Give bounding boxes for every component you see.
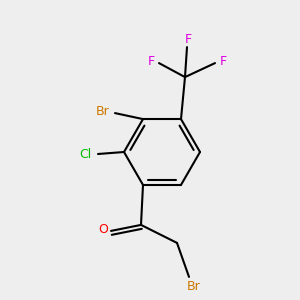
Text: F: F <box>184 33 192 46</box>
Text: O: O <box>98 224 108 236</box>
Text: Br: Br <box>96 105 110 118</box>
Text: Cl: Cl <box>79 148 91 160</box>
Text: Br: Br <box>187 280 201 293</box>
Text: F: F <box>147 55 155 68</box>
Text: F: F <box>219 55 226 68</box>
